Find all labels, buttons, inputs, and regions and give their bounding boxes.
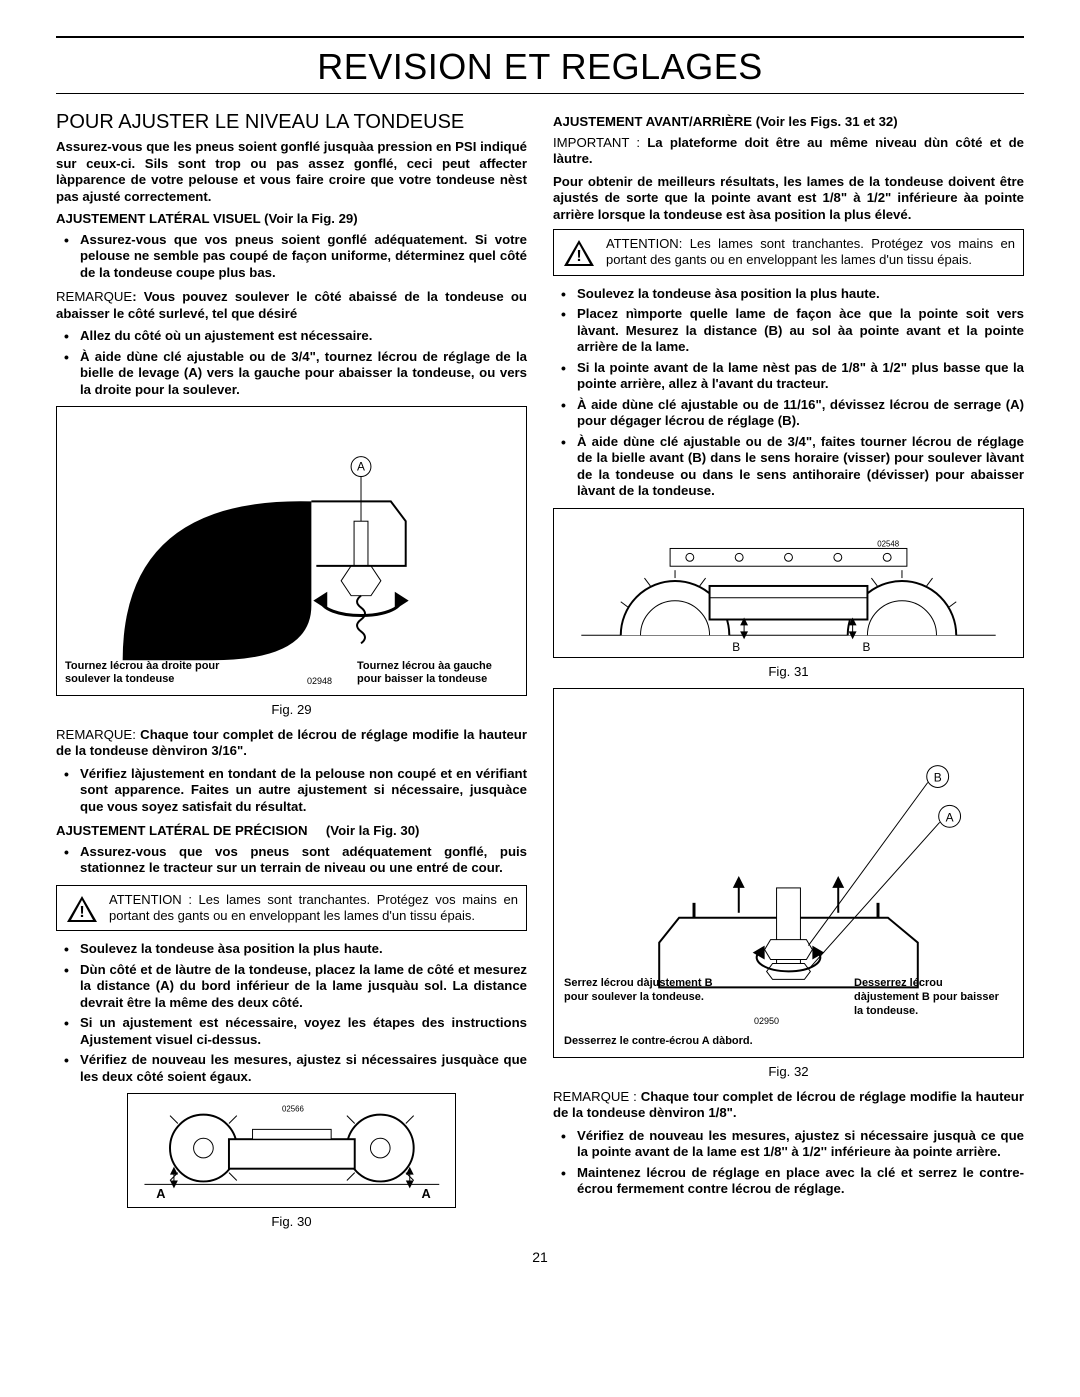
fig29-code: 02948 [307, 676, 332, 687]
fig31-letter-right: B [863, 640, 871, 654]
fig32-code: 02950 [754, 1016, 779, 1027]
warning-box-left: ! ATTENTION : Les lames sont tranchantes… [56, 885, 527, 932]
remark2-label: REMARQUE: [56, 727, 136, 742]
right-bullets: Soulevez la tondeuse àsa position la plu… [553, 286, 1024, 500]
section-title-left: POUR AJUSTER LE NIVEAU LA TONDEUSE [56, 110, 527, 135]
sub2-title-aside: (Voir la Fig. 30) [326, 823, 420, 838]
fig29-left-label: Tournez lécrou àa droite pour soulever l… [65, 660, 245, 688]
sub1-title: AJUSTEMENT LATÉRAL VISUEL (Voir la Fig. … [56, 211, 527, 228]
fig30-box: A A 02566 [127, 1093, 457, 1208]
list-item: À aide dùne clé ajustable ou de 11/16", … [553, 397, 1024, 430]
page-title: REVISION ET REGLAGES [56, 44, 1024, 89]
fig30-letter-left: A [156, 1186, 165, 1201]
important-line: IMPORTANT : La plateforme doit être au m… [553, 135, 1024, 168]
fig32-caption: Fig. 32 [553, 1064, 1024, 1081]
title-underline [56, 93, 1024, 94]
list-item: Assurez-vous que vos pneus soient gonflé… [56, 232, 527, 282]
sub1-bullets: Assurez-vous que vos pneus soient gonflé… [56, 232, 527, 282]
intro-paragraph: Assurez-vous que les pneus soient gonflé… [56, 139, 527, 205]
fig31-letter-left: B [732, 640, 740, 654]
after-fig29-bullets: Vérifiez làjustement en tondant de la pe… [56, 766, 527, 816]
fig29-letter: A [357, 460, 365, 474]
list-item: Vérifiez de nouveau les mesures, ajustez… [56, 1052, 527, 1085]
fig30-letter-right: A [421, 1186, 430, 1201]
fig30-svg: A A 02566 [128, 1094, 456, 1207]
left-column: POUR AJUSTER LE NIVEAU LA TONDEUSE Assur… [56, 104, 527, 1239]
fig29-caption: Fig. 29 [56, 702, 527, 719]
remark3: REMARQUE : Chaque tour complet de lécrou… [553, 1089, 1024, 1122]
fig32-right-label-text: Desserrez lécrou dàjustement B pour bais… [854, 977, 999, 1017]
sub2-title-main: AJUSTEMENT LATÉRAL DE PRÉCISION [56, 823, 308, 838]
list-item: Maintenez lécrou de réglage en place ave… [553, 1165, 1024, 1198]
warning-text-right: ATTENTION: Les lames sont tranchantes. P… [606, 236, 1015, 269]
fig32-left-label-text: Serrez lécrou dàjustement B pour souleve… [564, 977, 713, 1003]
fig30-code: 02566 [282, 1105, 304, 1114]
list-item: Vérifiez làjustement en tondant de la pe… [56, 766, 527, 816]
two-column-layout: POUR AJUSTER LE NIVEAU LA TONDEUSE Assur… [56, 104, 1024, 1239]
fig32-right-label: Desserrez lécrou dàjustement B pour bais… [854, 977, 1004, 1018]
list-item: Allez du côté où un ajustement est néces… [56, 328, 527, 345]
fig29-box: A Tournez lécrou àa droite pour soulever… [56, 406, 527, 696]
sub1-bullets-2: Allez du côté où un ajustement est néces… [56, 328, 527, 398]
fig31-code: 02548 [877, 539, 900, 548]
warning-triangle-icon: ! [562, 238, 596, 268]
right-column: AJUSTEMENT AVANT/ARRIÈRE (Voir les Figs.… [553, 104, 1024, 1239]
fig32-box: B A Serrez lécrou dàjustement B pour sou… [553, 688, 1024, 1058]
svg-text:!: ! [79, 904, 84, 921]
fig29-svg: A [57, 407, 526, 695]
list-item: À aide dùne clé ajustable ou de 3/4", fa… [553, 434, 1024, 500]
remark1: REMARQUE: Vous pouvez soulever le côté a… [56, 289, 527, 322]
remark2: REMARQUE: Chaque tour complet de lécrou … [56, 727, 527, 760]
warning-triangle-icon: ! [65, 894, 99, 924]
list-item: Vérifiez de nouveau les mesures, ajustez… [553, 1128, 1024, 1161]
fig31-svg: B B 02548 [554, 509, 1023, 657]
list-item: Soulevez la tondeuse àsa position la plu… [56, 941, 527, 958]
sub2-bullets-post: Soulevez la tondeuse àsa position la plu… [56, 941, 527, 1085]
right-para1: Pour obtenir de meilleurs résultats, les… [553, 174, 1024, 224]
fig29-right-label: Tournez lécrou àa gauche pour baisser la… [357, 660, 507, 688]
list-item: Placez nìmporte quelle lame de façon àce… [553, 306, 1024, 356]
fig30-caption: Fig. 30 [56, 1214, 527, 1231]
fig31-caption: Fig. 31 [553, 664, 1024, 681]
list-item: Dùn côté et de làutre de la tondeuse, pl… [56, 962, 527, 1012]
list-item: Assurez-vous que vos pneus sont adéquate… [56, 844, 527, 877]
svg-text:!: ! [576, 248, 581, 265]
remark1-label: REMARQUE [56, 289, 132, 304]
list-item: À aide dùne clé ajustable ou de 3/4", to… [56, 349, 527, 399]
page-number: 21 [56, 1249, 1024, 1267]
warning-text-left: ATTENTION : Les lames sont tranchantes. … [109, 892, 518, 925]
sub2-title: AJUSTEMENT LATÉRAL DE PRÉCISION (Voir la… [56, 823, 527, 840]
list-item: Soulevez la tondeuse àsa position la plu… [553, 286, 1024, 303]
fig31-box: B B 02548 [553, 508, 1024, 658]
final-bullets: Vérifiez de nouveau les mesures, ajustez… [553, 1128, 1024, 1198]
fig32-bottom-label: Desserrez le contre-écrou A dàbord. [564, 1035, 753, 1049]
fig32-letter-b: B [934, 770, 942, 784]
fig32-left-label: Serrez lécrou dàjustement B pour souleve… [564, 977, 734, 1005]
top-rule [56, 36, 1024, 38]
warning-box-right: ! ATTENTION: Les lames sont tranchantes.… [553, 229, 1024, 276]
list-item: Si la pointe avant de la lame nèst pas d… [553, 360, 1024, 393]
fig32-letter-a: A [946, 810, 954, 824]
right-sub-title: AJUSTEMENT AVANT/ARRIÈRE (Voir les Figs.… [553, 114, 1024, 131]
sub2-bullets-pre: Assurez-vous que vos pneus sont adéquate… [56, 844, 527, 877]
important-label: IMPORTANT : [553, 135, 640, 150]
remark3-label: REMARQUE : [553, 1089, 637, 1104]
list-item: Si un ajustement est nécessaire, voyez l… [56, 1015, 527, 1048]
